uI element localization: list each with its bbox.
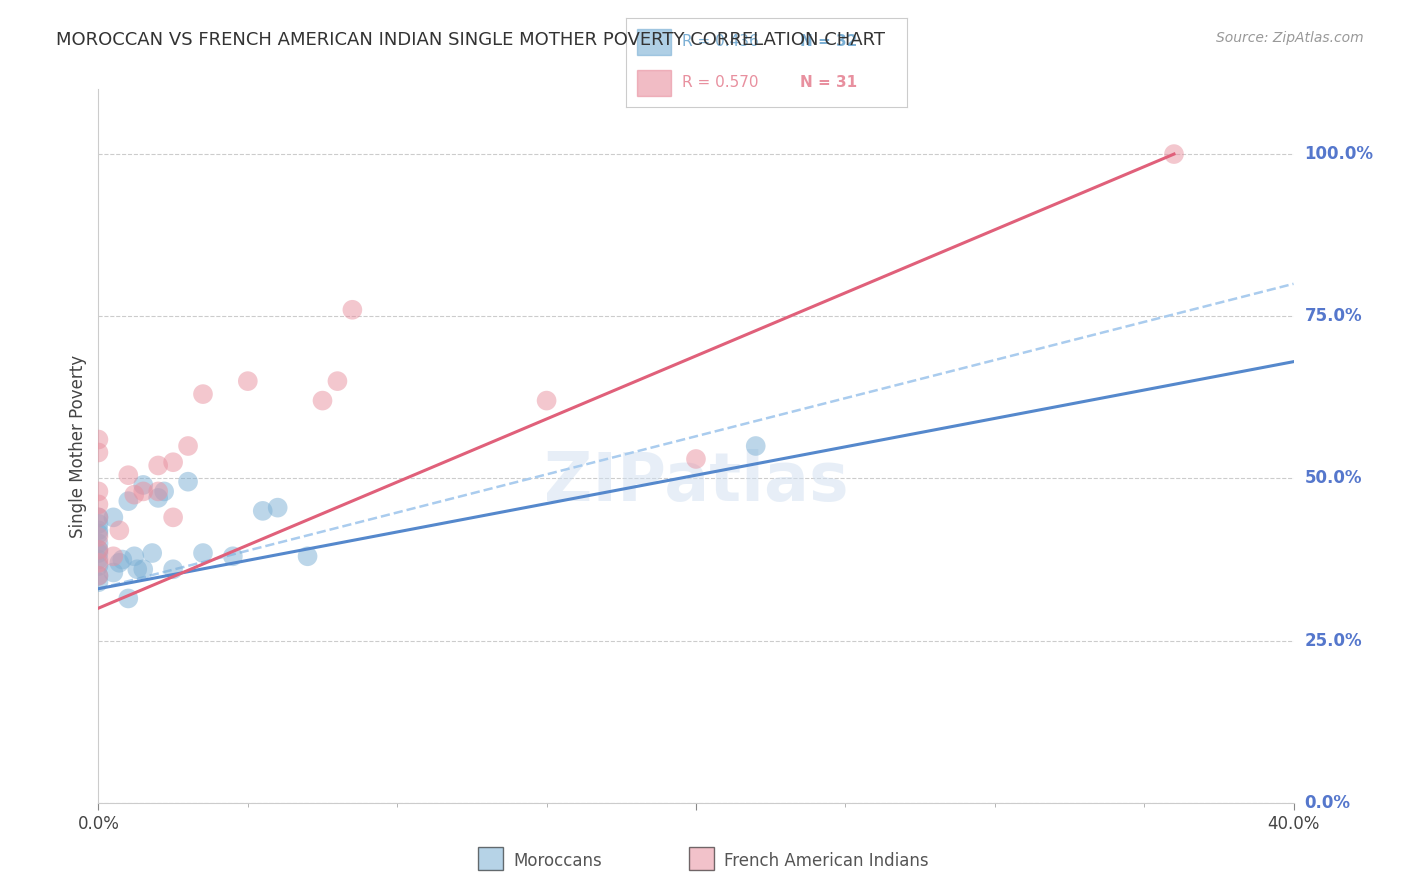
Point: [87, 575, 110, 590]
Point: [124, 488, 146, 502]
Point: [1163, 147, 1185, 161]
Point: [191, 546, 214, 560]
Point: [87, 524, 110, 538]
Text: N = 32: N = 32: [800, 35, 858, 49]
Point: [311, 393, 333, 408]
Point: [108, 556, 131, 570]
Point: [87, 433, 110, 447]
Point: [103, 566, 125, 580]
Point: [87, 568, 110, 582]
Point: [87, 510, 110, 524]
Point: [342, 302, 364, 317]
Point: [108, 524, 131, 538]
Point: [87, 516, 110, 531]
Point: [117, 494, 139, 508]
Text: Source: ZipAtlas.com: Source: ZipAtlas.com: [1216, 31, 1364, 45]
Point: [87, 559, 110, 574]
Point: [148, 484, 170, 499]
Point: [745, 439, 768, 453]
Point: [148, 458, 170, 473]
Point: [124, 549, 146, 564]
Point: [87, 568, 110, 582]
Point: [177, 475, 200, 489]
Point: [87, 556, 110, 570]
Text: 25.0%: 25.0%: [1305, 632, 1362, 649]
Point: [117, 591, 139, 606]
Point: [153, 484, 176, 499]
Text: Moroccans: Moroccans: [513, 852, 602, 870]
Text: ZIPatlas: ZIPatlas: [544, 449, 848, 515]
Point: [326, 374, 349, 388]
Point: [177, 439, 200, 453]
Point: [297, 549, 319, 564]
Point: [685, 452, 707, 467]
Bar: [637, 29, 671, 55]
Point: [87, 497, 110, 511]
Point: [162, 562, 184, 576]
Point: [191, 387, 214, 401]
Point: [87, 536, 110, 550]
Point: [132, 562, 155, 576]
Text: R = 0.570: R = 0.570: [682, 76, 758, 90]
Point: [111, 552, 134, 566]
Point: [252, 504, 274, 518]
Point: [162, 510, 184, 524]
Point: [132, 478, 155, 492]
Text: 100.0%: 100.0%: [1305, 145, 1374, 163]
Point: [117, 468, 139, 483]
Point: [103, 510, 125, 524]
Point: [87, 542, 110, 557]
Text: French American Indians: French American Indians: [724, 852, 929, 870]
Point: [87, 484, 110, 499]
Point: [127, 562, 149, 576]
Text: 50.0%: 50.0%: [1305, 469, 1362, 487]
Point: [87, 542, 110, 557]
Y-axis label: Single Mother Poverty: Single Mother Poverty: [69, 354, 87, 538]
Point: [103, 549, 125, 564]
Point: [87, 552, 110, 566]
Point: [236, 374, 259, 388]
Bar: [637, 70, 671, 96]
Point: [536, 393, 558, 408]
Point: [162, 455, 184, 469]
Point: [222, 549, 245, 564]
Point: [132, 484, 155, 499]
Text: R = 0.436: R = 0.436: [682, 35, 759, 49]
Point: [148, 491, 170, 505]
Point: [87, 445, 110, 459]
Point: [87, 530, 110, 544]
Text: 0.0%: 0.0%: [1305, 794, 1351, 812]
Point: [87, 526, 110, 541]
Point: [141, 546, 163, 560]
Text: 75.0%: 75.0%: [1305, 307, 1362, 326]
Point: [87, 546, 110, 560]
Point: [87, 510, 110, 524]
Text: N = 31: N = 31: [800, 76, 858, 90]
Text: MOROCCAN VS FRENCH AMERICAN INDIAN SINGLE MOTHER POVERTY CORRELATION CHART: MOROCCAN VS FRENCH AMERICAN INDIAN SINGL…: [56, 31, 886, 49]
Point: [267, 500, 290, 515]
